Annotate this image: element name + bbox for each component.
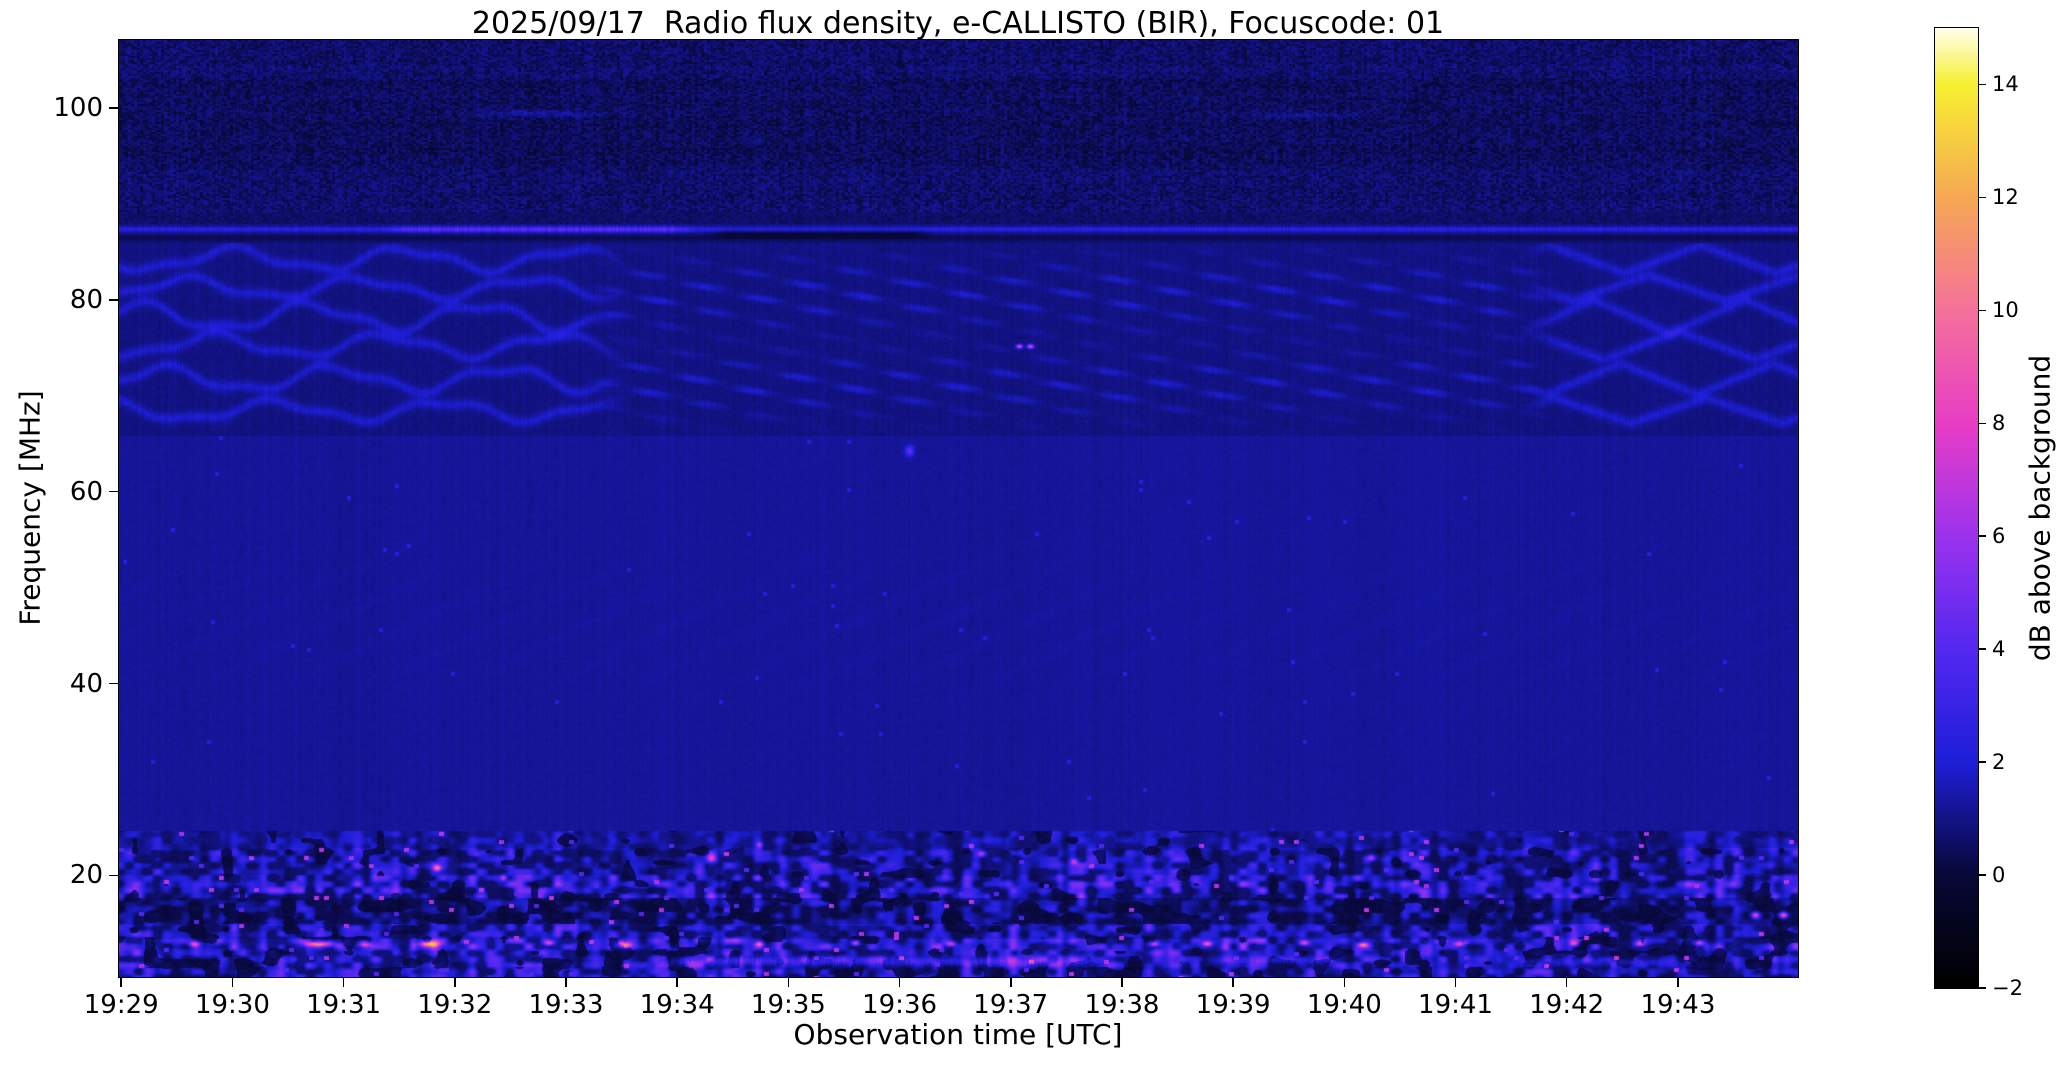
colorbar-tick-label: 4 <box>1992 637 2006 662</box>
y-axis-label: Frequency [MHz] <box>13 390 47 626</box>
x-tick-label: 19:42 <box>1529 990 1605 1020</box>
colorbar-tick-label: −2 <box>1992 976 2023 1000</box>
x-tick-mark <box>1343 978 1346 987</box>
colorbar-tick-mark <box>1979 648 1986 650</box>
colorbar-tick-label: 8 <box>1992 411 2006 436</box>
y-tick-label: 40 <box>69 668 103 699</box>
x-tick-label: 19:32 <box>417 990 493 1020</box>
x-tick-label: 19:35 <box>750 990 826 1020</box>
colorbar-tick-label: 12 <box>1992 185 2019 210</box>
y-tick-label: 60 <box>69 476 103 507</box>
y-tick-mark <box>109 107 118 109</box>
colorbar-tick-label: 10 <box>1992 298 2019 323</box>
plot-frame <box>118 39 1799 978</box>
x-tick-label: 19:39 <box>1195 990 1271 1020</box>
x-tick-label: 19:31 <box>306 990 382 1020</box>
chart-title: 2025/09/17 Radio flux density, e-CALLIST… <box>471 6 1445 41</box>
colorbar-tick-label: 2 <box>1992 750 2006 775</box>
y-tick-label: 100 <box>53 93 103 124</box>
colorbar-label: dB above background <box>2023 354 2057 662</box>
y-tick-mark <box>109 490 118 493</box>
spectrogram-canvas <box>119 40 1798 977</box>
x-tick-label: 19:33 <box>528 990 604 1020</box>
x-axis-label: Observation time [UTC] <box>793 1018 1123 1051</box>
x-tick-mark <box>565 978 567 987</box>
x-tick-mark <box>1232 978 1234 987</box>
x-tick-mark <box>1121 978 1123 987</box>
colorbar-tick-mark <box>1979 83 1986 86</box>
x-tick-mark <box>676 978 678 987</box>
colorbar-tick-mark <box>1979 535 1986 537</box>
y-tick-mark <box>109 682 118 685</box>
x-tick-mark <box>898 978 901 987</box>
x-tick-mark <box>454 978 456 987</box>
x-tick-mark <box>1010 978 1012 987</box>
colorbar-canvas <box>1935 28 1978 988</box>
x-tick-label: 19:41 <box>1418 990 1493 1020</box>
y-tick-mark <box>109 299 118 301</box>
x-tick-label: 19:29 <box>83 990 159 1020</box>
colorbar-tick-mark <box>1979 874 1986 876</box>
colorbar-tick-label: 0 <box>1992 863 2006 888</box>
x-tick-mark <box>231 978 234 987</box>
y-tick-label: 20 <box>69 860 103 891</box>
x-tick-label: 19:34 <box>639 990 715 1020</box>
x-tick-mark <box>342 978 345 987</box>
x-tick-label: 19:38 <box>1084 990 1160 1020</box>
x-tick-label: 19:43 <box>1640 990 1716 1020</box>
x-tick-label: 19:37 <box>973 990 1049 1020</box>
colorbar-tick-mark <box>1979 987 1986 989</box>
x-tick-mark <box>1454 978 1457 987</box>
x-tick-label: 19:40 <box>1306 990 1382 1020</box>
colorbar-tick-label: 14 <box>1992 72 2019 97</box>
x-tick-mark <box>787 978 790 987</box>
colorbar-tick-mark <box>1979 422 1986 425</box>
colorbar-frame <box>1934 27 1979 989</box>
colorbar-tick-label: 6 <box>1992 524 2006 549</box>
x-tick-mark <box>1565 978 1568 987</box>
y-tick-label: 80 <box>69 284 103 315</box>
colorbar-tick-mark <box>1979 196 1986 199</box>
x-tick-label: 19:30 <box>194 990 270 1020</box>
y-tick-mark <box>109 874 118 877</box>
colorbar-tick-mark <box>1979 309 1986 312</box>
x-tick-label: 19:36 <box>862 990 938 1020</box>
x-tick-mark <box>120 978 122 987</box>
x-tick-mark <box>1677 978 1679 987</box>
colorbar-tick-mark <box>1979 761 1986 763</box>
